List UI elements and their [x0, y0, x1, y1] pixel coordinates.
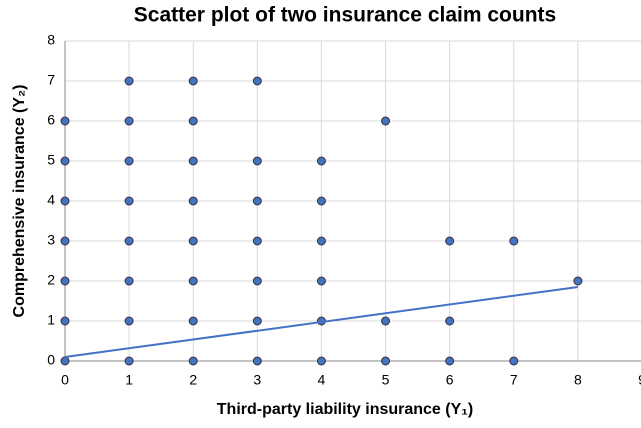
point: [252, 76, 262, 86]
point: [124, 356, 134, 366]
point: [252, 316, 262, 326]
point: [252, 156, 262, 166]
point: [316, 356, 326, 366]
point: [188, 236, 198, 246]
point: [252, 276, 262, 286]
point: [124, 196, 134, 206]
point: [60, 196, 70, 206]
y-tick-label: 2: [47, 272, 55, 288]
point: [316, 196, 326, 206]
point: [60, 316, 70, 326]
y-tick-label: 5: [47, 152, 55, 168]
point: [60, 236, 70, 246]
point: [188, 196, 198, 206]
point: [316, 276, 326, 286]
x-tick-label: 9: [638, 372, 641, 388]
point: [60, 276, 70, 286]
point: [381, 316, 391, 326]
y-axis-label: Comprehensive insurance (Y₂): [11, 85, 28, 318]
point: [445, 316, 455, 326]
point: [124, 116, 134, 126]
y-tick-label: 1: [47, 312, 55, 328]
x-tick-label: 5: [382, 372, 390, 388]
point: [188, 276, 198, 286]
point: [188, 356, 198, 366]
x-tick-label: 4: [318, 372, 326, 388]
point: [124, 156, 134, 166]
point: [252, 236, 262, 246]
point: [573, 276, 583, 286]
point: [124, 316, 134, 326]
x-tick-label: 8: [574, 372, 582, 388]
point: [124, 276, 134, 286]
point: [60, 356, 70, 366]
point: [381, 116, 391, 126]
y-tick-label: 6: [47, 112, 55, 128]
y-tick-label: 3: [47, 232, 55, 248]
point: [252, 356, 262, 366]
point: [316, 236, 326, 246]
y-tick-label: 7: [47, 72, 55, 88]
x-axis-label: Third-party liability insurance (Y₁): [217, 401, 473, 418]
point: [60, 156, 70, 166]
point: [124, 236, 134, 246]
point: [124, 76, 134, 86]
x-tick-label: 6: [446, 372, 454, 388]
point: [188, 116, 198, 126]
point: [445, 356, 455, 366]
point: [445, 236, 455, 246]
y-tick-label: 8: [47, 32, 55, 48]
x-tick-label: 1: [125, 372, 133, 388]
point: [252, 196, 262, 206]
point: [316, 156, 326, 166]
point: [60, 116, 70, 126]
trendline: [64, 286, 579, 358]
point: [188, 76, 198, 86]
point: [188, 316, 198, 326]
x-tick-label: 3: [253, 372, 261, 388]
x-tick-label: 7: [510, 372, 518, 388]
chart-title: Scatter plot of two insurance claim coun…: [134, 4, 556, 27]
y-tick-label: 0: [47, 352, 55, 368]
x-tick-label: 2: [189, 372, 197, 388]
y-tick-label: 4: [47, 192, 55, 208]
x-tick-label: 0: [61, 372, 69, 388]
point: [188, 156, 198, 166]
point: [509, 356, 519, 366]
point: [509, 236, 519, 246]
point: [381, 356, 391, 366]
